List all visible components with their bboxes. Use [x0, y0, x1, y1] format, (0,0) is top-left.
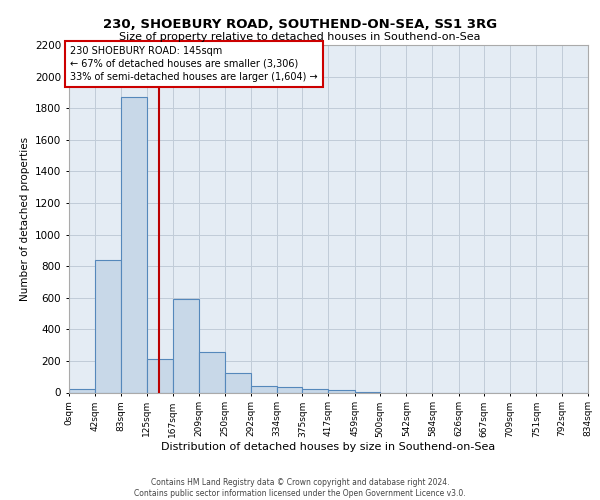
Bar	[173, 300, 199, 392]
Text: 230 SHOEBURY ROAD: 145sqm
← 67% of detached houses are smaller (3,306)
33% of se: 230 SHOEBURY ROAD: 145sqm ← 67% of detac…	[70, 46, 318, 82]
Text: 230, SHOEBURY ROAD, SOUTHEND-ON-SEA, SS1 3RG: 230, SHOEBURY ROAD, SOUTHEND-ON-SEA, SS1…	[103, 18, 497, 30]
Bar	[69, 388, 95, 392]
Text: Contains HM Land Registry data © Crown copyright and database right 2024.
Contai: Contains HM Land Registry data © Crown c…	[134, 478, 466, 498]
Bar	[147, 360, 173, 392]
Bar	[121, 97, 147, 392]
Bar	[302, 388, 329, 392]
Bar	[251, 386, 277, 392]
Bar	[224, 373, 251, 392]
Bar	[199, 352, 224, 393]
Text: Size of property relative to detached houses in Southend-on-Sea: Size of property relative to detached ho…	[119, 32, 481, 42]
Bar	[95, 260, 121, 392]
Y-axis label: Number of detached properties: Number of detached properties	[20, 136, 29, 301]
X-axis label: Distribution of detached houses by size in Southend-on-Sea: Distribution of detached houses by size …	[161, 442, 496, 452]
Bar	[329, 390, 355, 392]
Bar	[277, 387, 302, 392]
